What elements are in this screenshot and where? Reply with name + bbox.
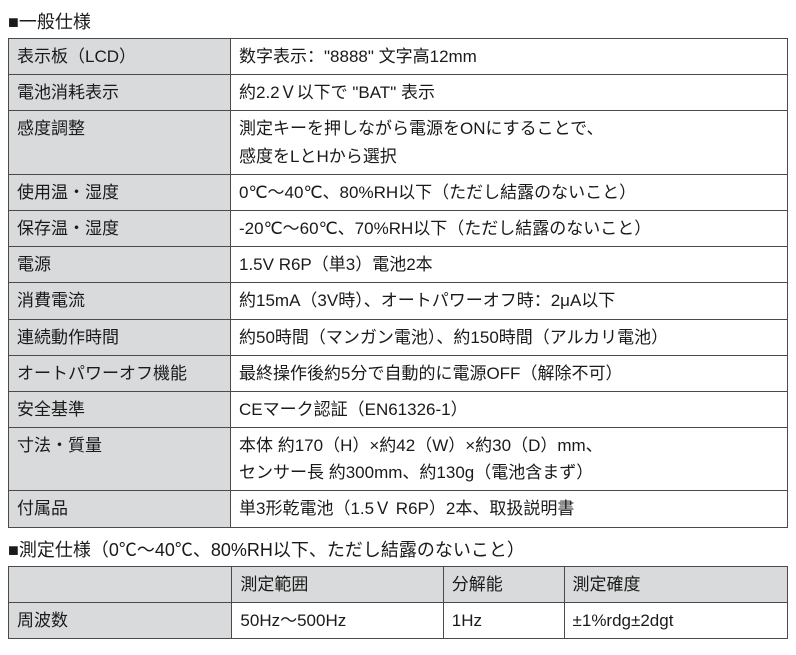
spec2-row: 周波数50Hz～500Hz1Hz±1%rdg±2dgt [9,602,788,638]
spec-row: 安全基準CEマーク認証（EN61326-1） [9,391,788,427]
spec-row-label: 消費電流 [9,283,231,319]
spec-row-label: 表示板（LCD） [9,39,231,75]
spec-row-value: 測定キーを押しながら電源をONにすることで、感度をLとHから選択 [231,111,788,174]
spec2-header-accuracy: 測定確度 [564,566,787,602]
spec-row-value: 本体 約170（H）×約42（W）×約30（D）mm、センサー長 約300mm、… [231,428,788,491]
spec2-header-blank [9,566,232,602]
spec-row-label: 連続動作時間 [9,319,231,355]
spec2-row-accuracy: ±1%rdg±2dgt [564,602,787,638]
spec-row-label: 使用温・湿度 [9,174,231,210]
spec-row-label: 付属品 [9,491,231,527]
spec2-row-resolution: 1Hz [443,602,564,638]
spec-row: 電源1.5V R6P（単3）電池2本 [9,247,788,283]
spec-row-value: 単3形乾電池（1.5Ｖ R6P）2本、取扱説明書 [231,491,788,527]
spec-row-label: 感度調整 [9,111,231,174]
spec-row-label: 保存温・湿度 [9,210,231,246]
spec2-header-row: 測定範囲 分解能 測定確度 [9,566,788,602]
section2-title: ■測定仕様（0℃～40℃、80%RH以下、ただし結露のないこと） [8,536,788,562]
spec-row-value: CEマーク認証（EN61326-1） [231,391,788,427]
spec-row: 連続動作時間約50時間（マンガン電池）、約150時間（アルカリ電池） [9,319,788,355]
spec-row: 寸法・質量本体 約170（H）×約42（W）×約30（D）mm、センサー長 約3… [9,428,788,491]
spec-row-value: 約2.2Ｖ以下で "BAT" 表示 [231,75,788,111]
spec-row: 表示板（LCD）数字表示："8888" 文字高12mm [9,39,788,75]
spec-row: 電池消耗表示約2.2Ｖ以下で "BAT" 表示 [9,75,788,111]
spec-row-label: 電池消耗表示 [9,75,231,111]
spec-row-label: 安全基準 [9,391,231,427]
spec-row-value: 約50時間（マンガン電池）、約150時間（アルカリ電池） [231,319,788,355]
spec-row: 使用温・湿度0℃～40℃、80%RH以下（ただし結露のないこと） [9,174,788,210]
measurement-spec-table: 測定範囲 分解能 測定確度 周波数50Hz～500Hz1Hz±1%rdg±2dg… [8,566,788,639]
spec-row-label: 電源 [9,247,231,283]
spec-row-value: 1.5V R6P（単3）電池2本 [231,247,788,283]
spec-row: 消費電流約15mA（3V時）、オートパワーオフ時：2μA以下 [9,283,788,319]
spec-row-value: 0℃～40℃、80%RH以下（ただし結露のないこと） [231,174,788,210]
spec-row-value: -20℃～60℃、70%RH以下（ただし結露のないこと） [231,210,788,246]
spec-row-value: 数字表示："8888" 文字高12mm [231,39,788,75]
spec-row-label: オートパワーオフ機能 [9,355,231,391]
spec-row: オートパワーオフ機能最終操作後約5分で自動的に電源OFF（解除不可） [9,355,788,391]
general-spec-table: 表示板（LCD）数字表示："8888" 文字高12mm電池消耗表示約2.2Ｖ以下… [8,38,788,528]
spec2-row-range: 50Hz～500Hz [232,602,443,638]
spec2-header-range: 測定範囲 [232,566,443,602]
spec-row: 保存温・湿度-20℃～60℃、70%RH以下（ただし結露のないこと） [9,210,788,246]
spec2-header-resolution: 分解能 [443,566,564,602]
spec-row: 感度調整測定キーを押しながら電源をONにすることで、感度をLとHから選択 [9,111,788,174]
section1-title: ■一般仕様 [8,8,788,34]
spec-row-value: 最終操作後約5分で自動的に電源OFF（解除不可） [231,355,788,391]
spec-row: 付属品単3形乾電池（1.5Ｖ R6P）2本、取扱説明書 [9,491,788,527]
spec-row-value: 約15mA（3V時）、オートパワーオフ時：2μA以下 [231,283,788,319]
spec-row-label: 寸法・質量 [9,428,231,491]
spec2-row-label: 周波数 [9,602,232,638]
